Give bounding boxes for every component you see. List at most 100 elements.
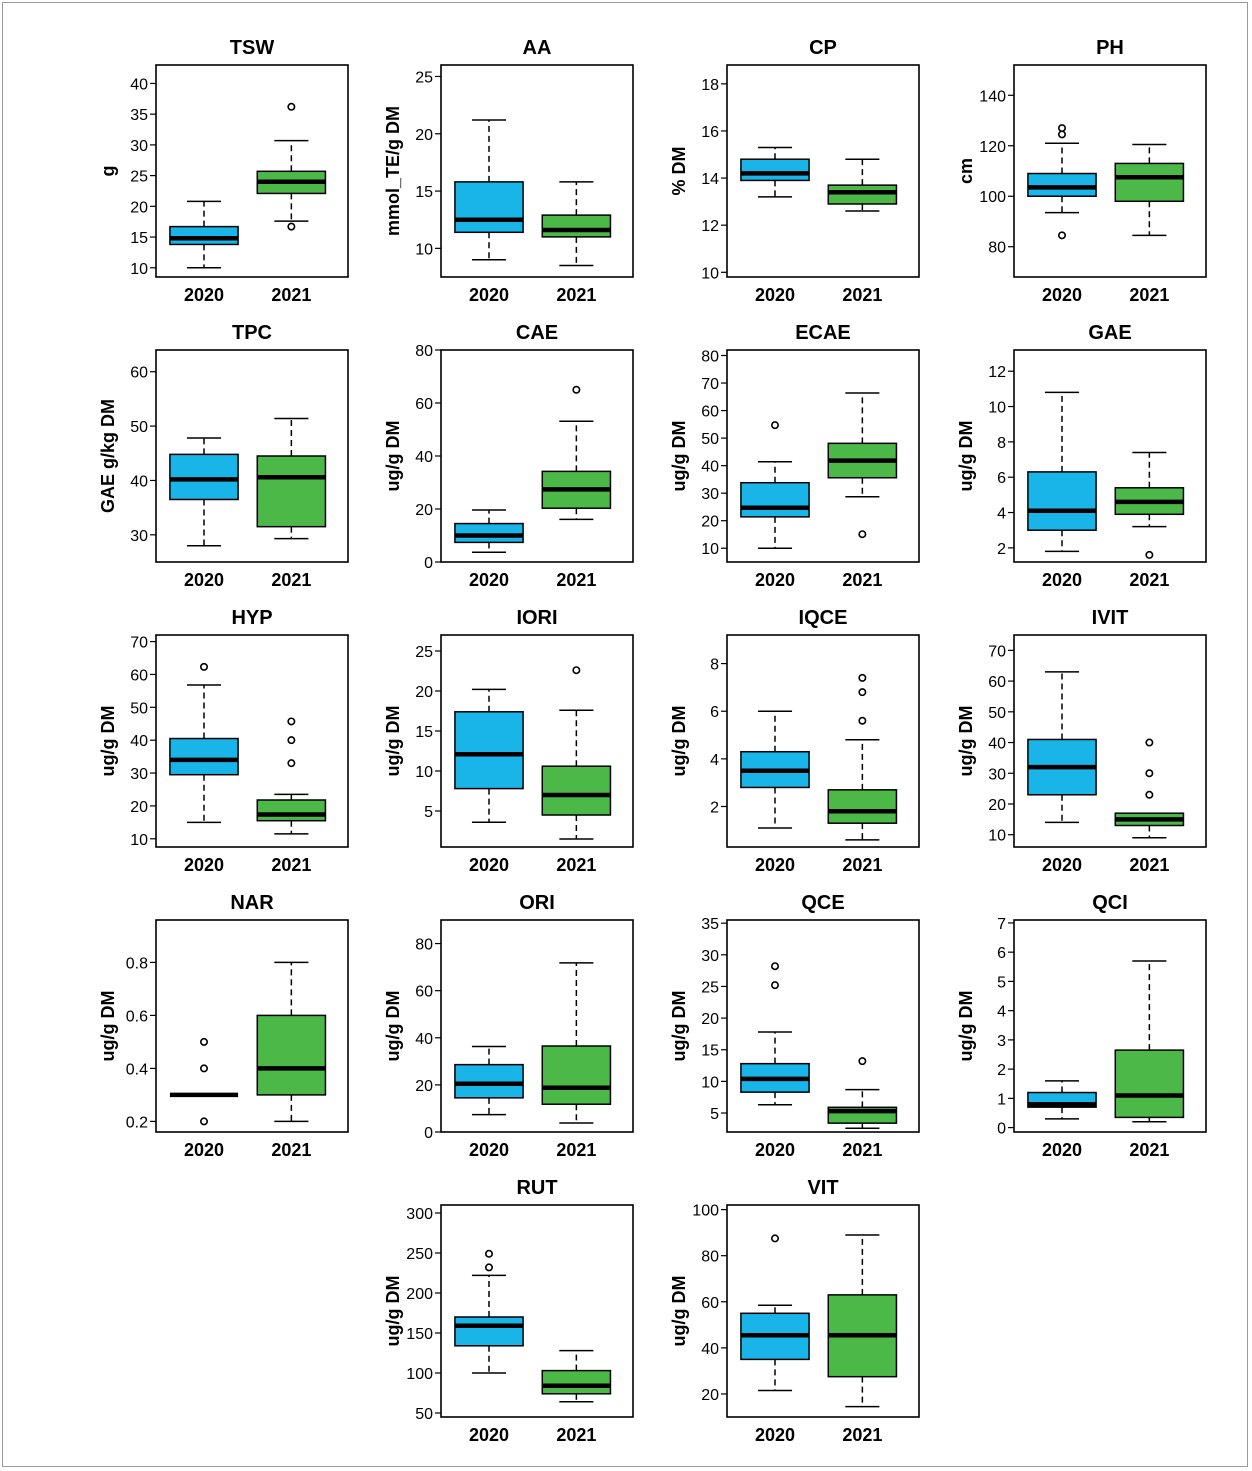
y-tick-label: 70 xyxy=(130,635,148,652)
box-2021 xyxy=(257,718,325,834)
y-tick-label: 10 xyxy=(988,828,1006,845)
y-tick-label: 1 xyxy=(997,1091,1006,1108)
box-iqr xyxy=(455,1317,523,1346)
panel-cp: CP% DM101214161820202021 xyxy=(669,37,919,305)
x-tick-label: 2021 xyxy=(556,1425,596,1445)
x-tick-label: 2021 xyxy=(271,285,311,305)
y-tick-label: 40 xyxy=(130,733,148,750)
y-tick-label: 25 xyxy=(415,644,433,661)
panel-qce: QCEug/g DM510152025303520202021 xyxy=(669,892,919,1160)
box-2021 xyxy=(828,1058,896,1128)
box-iqr xyxy=(170,454,238,499)
x-tick-label: 2020 xyxy=(755,285,795,305)
x-tick-label: 2021 xyxy=(1129,285,1169,305)
y-tick-label: 0 xyxy=(424,1125,433,1142)
y-tick-label: 40 xyxy=(130,76,148,93)
y-tick-label: 25 xyxy=(130,169,148,186)
y-tick-label: 10 xyxy=(701,541,719,558)
y-axis-label: g xyxy=(98,166,118,177)
box-2021 xyxy=(542,387,610,520)
y-axis-label: ug/g DM xyxy=(956,706,976,777)
y-tick-label: 35 xyxy=(701,916,719,933)
y-tick-label: 30 xyxy=(130,138,148,155)
y-tick-label: 20 xyxy=(130,799,148,816)
y-tick-label: 50 xyxy=(988,705,1006,722)
y-tick-label: 12 xyxy=(988,364,1006,381)
y-tick-label: 60 xyxy=(130,667,148,684)
outlier-point xyxy=(288,104,294,110)
y-axis-label: ug/g DM xyxy=(669,706,689,777)
x-tick-label: 2020 xyxy=(184,570,224,590)
y-tick-label: 25 xyxy=(701,979,719,996)
y-axis-label: % DM xyxy=(669,147,689,196)
y-tick-label: 50 xyxy=(415,1406,433,1423)
panel-title: NAR xyxy=(230,892,274,914)
box-2021 xyxy=(828,159,896,211)
panel-title: HYP xyxy=(231,607,272,629)
box-iqr xyxy=(455,1065,523,1098)
panel-iqce: IQCEug/g DM246820202021 xyxy=(669,607,919,875)
box-iqr xyxy=(828,790,896,823)
y-axis-label: ug/g DM xyxy=(669,421,689,492)
y-tick-label: 10 xyxy=(701,1074,719,1091)
outlier-point xyxy=(859,531,865,537)
panel-ivit: IVITug/g DM1020304050607020202021 xyxy=(956,607,1206,875)
y-tick-label: 10 xyxy=(701,265,719,282)
panel-title: ECAE xyxy=(795,322,851,344)
x-tick-label: 2020 xyxy=(755,1425,795,1445)
y-tick-label: 0.8 xyxy=(126,955,148,972)
outlier-point xyxy=(1059,125,1065,131)
outlier-point xyxy=(772,1235,778,1241)
panel-title: CAE xyxy=(516,322,558,344)
y-tick-label: 60 xyxy=(701,1295,719,1312)
box-iqr xyxy=(1028,472,1096,530)
outlier-point xyxy=(1146,792,1152,798)
plot-frame xyxy=(441,65,633,277)
y-tick-label: 6 xyxy=(710,704,719,721)
y-axis-label: mmol_TE/g DM xyxy=(383,106,403,236)
y-tick-label: 7 xyxy=(997,916,1006,933)
y-tick-label: 8 xyxy=(710,657,719,674)
y-tick-label: 25 xyxy=(415,69,433,86)
outlier-point xyxy=(1146,739,1152,745)
y-tick-label: 150 xyxy=(406,1326,433,1343)
y-tick-label: 40 xyxy=(415,449,433,466)
x-tick-label: 2020 xyxy=(755,1140,795,1160)
y-tick-label: 30 xyxy=(130,766,148,783)
y-tick-label: 40 xyxy=(701,459,719,476)
y-tick-label: 30 xyxy=(701,486,719,503)
box-2020 xyxy=(741,963,809,1105)
y-tick-label: 10 xyxy=(415,241,433,258)
box-iqr xyxy=(542,1371,610,1394)
box-2021 xyxy=(542,963,610,1123)
y-tick-label: 12 xyxy=(701,218,719,235)
x-tick-label: 2020 xyxy=(469,1425,509,1445)
panel-title: VIT xyxy=(807,1177,838,1199)
y-tick-label: 4 xyxy=(997,1004,1006,1021)
y-tick-label: 20 xyxy=(415,684,433,701)
y-tick-label: 60 xyxy=(988,674,1006,691)
outlier-point xyxy=(288,223,294,229)
panel-title: RUT xyxy=(516,1177,557,1199)
box-iqr xyxy=(257,456,325,527)
box-2020 xyxy=(170,664,238,823)
outlier-point xyxy=(201,664,207,670)
outlier-point xyxy=(1146,770,1152,776)
y-axis-label: ug/g DM xyxy=(956,991,976,1062)
panel-title: QCE xyxy=(801,892,844,914)
panel-title: QCI xyxy=(1092,892,1128,914)
y-tick-label: 10 xyxy=(988,400,1006,417)
box-2020 xyxy=(741,147,809,196)
y-tick-label: 20 xyxy=(701,1387,719,1404)
box-2021 xyxy=(1115,145,1183,236)
x-tick-label: 2021 xyxy=(842,1140,882,1160)
y-tick-label: 5 xyxy=(997,974,1006,991)
outlier-point xyxy=(486,1251,492,1257)
panel-aa: AAmmol_TE/g DM1015202520202021 xyxy=(383,37,633,305)
y-tick-label: 80 xyxy=(701,1249,719,1266)
outlier-point xyxy=(859,1058,865,1064)
y-tick-label: 80 xyxy=(415,937,433,954)
y-axis-label: ug/g DM xyxy=(669,991,689,1062)
panel-title: AA xyxy=(523,37,552,59)
y-tick-label: 10 xyxy=(415,764,433,781)
